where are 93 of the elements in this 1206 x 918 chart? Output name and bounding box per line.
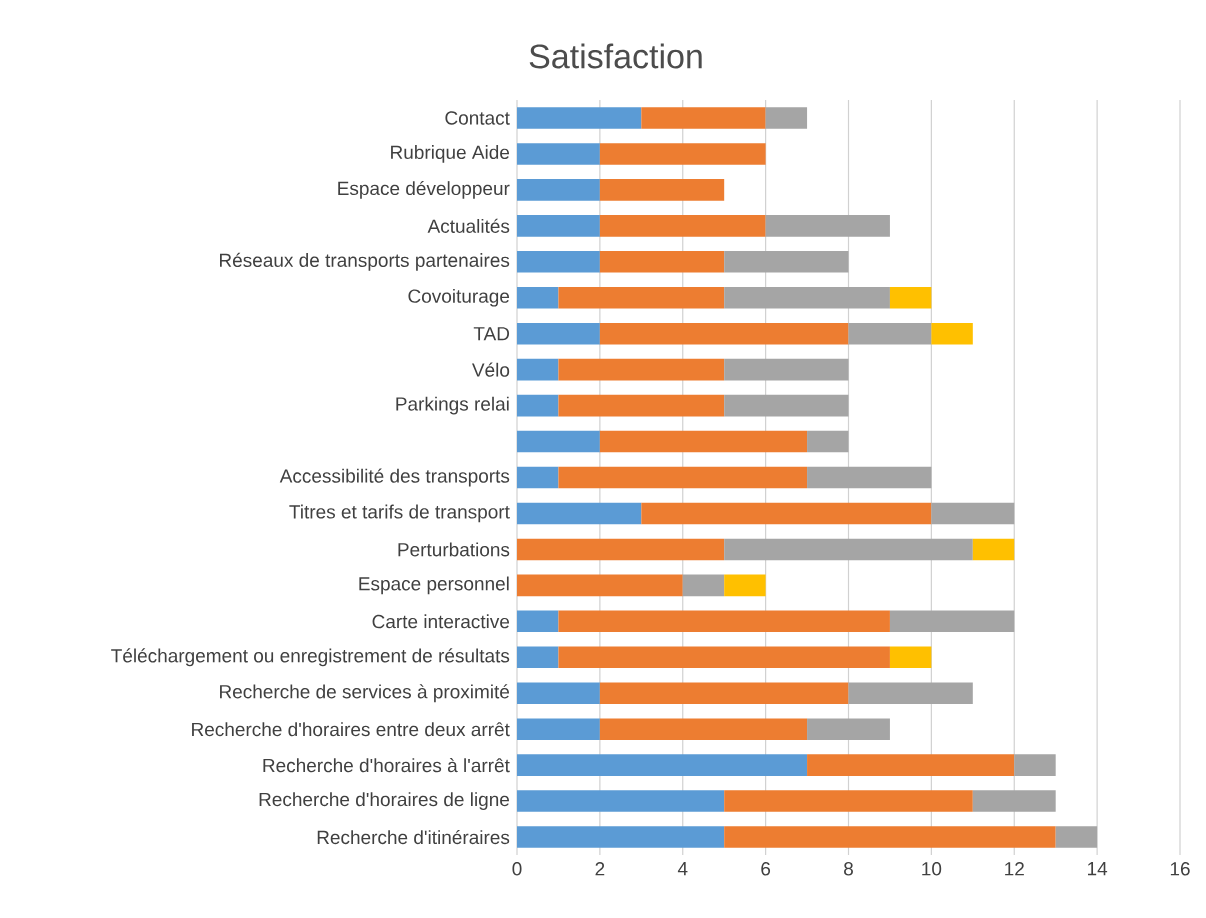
y-tick-label: Recherche d'horaires de ligne bbox=[259, 792, 510, 810]
bar bbox=[558, 466, 808, 489]
x-tick-label: 8 bbox=[844, 862, 853, 876]
bar bbox=[558, 646, 890, 669]
bar bbox=[517, 179, 600, 201]
x-tick-label: 6 bbox=[761, 862, 771, 876]
y-tick-label: Contact bbox=[445, 111, 510, 125]
bar bbox=[517, 215, 600, 237]
bar bbox=[599, 143, 766, 165]
bar bbox=[517, 574, 683, 597]
bar bbox=[724, 286, 890, 309]
bar bbox=[807, 430, 849, 453]
bar bbox=[558, 358, 725, 381]
bar bbox=[517, 646, 559, 669]
bar bbox=[558, 394, 725, 417]
x-tick-label: 16 bbox=[1170, 862, 1190, 876]
bar bbox=[558, 610, 890, 633]
bar bbox=[724, 251, 849, 273]
bar bbox=[848, 682, 973, 705]
x-tick-label: 10 bbox=[922, 862, 942, 876]
bar bbox=[807, 754, 1015, 776]
bar bbox=[724, 394, 849, 417]
bar bbox=[517, 430, 600, 453]
bar bbox=[724, 790, 973, 812]
bar bbox=[724, 538, 973, 561]
bar bbox=[517, 286, 559, 309]
bar bbox=[599, 215, 766, 237]
bar bbox=[889, 286, 932, 309]
bar bbox=[641, 502, 932, 525]
bar bbox=[931, 322, 973, 345]
bar bbox=[599, 179, 725, 201]
y-tick-label: Accessibilité des transports bbox=[279, 468, 510, 487]
bar bbox=[517, 322, 600, 345]
bar bbox=[641, 107, 766, 129]
bar bbox=[517, 610, 559, 633]
bar bbox=[517, 107, 642, 129]
bar bbox=[807, 466, 932, 489]
y-tick-label: Espace développeur bbox=[338, 180, 510, 199]
bar bbox=[765, 107, 808, 129]
bar bbox=[517, 538, 725, 561]
bar bbox=[889, 646, 932, 669]
bar bbox=[517, 143, 600, 165]
y-tick-label: Rubrique Aide bbox=[391, 145, 510, 163]
bar bbox=[765, 215, 890, 237]
x-tick-label: 12 bbox=[1005, 862, 1024, 876]
y-tick-label: Perturbations bbox=[398, 542, 510, 557]
y-tick-label: Actualités bbox=[427, 218, 510, 233]
y-tick-label: Espace personnel bbox=[359, 576, 509, 595]
bar bbox=[517, 394, 559, 417]
x-tick-label: 0 bbox=[512, 862, 522, 876]
y-tick-label: TAD bbox=[473, 327, 510, 341]
bar bbox=[517, 718, 600, 740]
bar bbox=[1014, 754, 1056, 776]
y-tick-label: Vélo bbox=[472, 362, 510, 377]
bar bbox=[889, 610, 1015, 633]
y-tick-label: Recherche de services à proximité bbox=[220, 684, 510, 703]
bar bbox=[517, 502, 642, 525]
bar bbox=[558, 286, 725, 309]
bar bbox=[517, 682, 600, 705]
bar bbox=[599, 430, 808, 453]
bar bbox=[931, 502, 1015, 525]
y-tick-label: Recherche d'horaires entre deux arrêt bbox=[192, 722, 510, 737]
y-tick-label: Parkings relai bbox=[396, 396, 509, 415]
y-tick-label: Recherche d'horaires à l'arrêt bbox=[263, 758, 510, 773]
bar bbox=[972, 538, 1015, 561]
x-tick-label: 2 bbox=[595, 862, 605, 876]
bar bbox=[517, 754, 808, 776]
bar bbox=[807, 718, 890, 740]
bar bbox=[517, 358, 559, 381]
bar bbox=[724, 358, 849, 381]
bar bbox=[517, 826, 725, 848]
bar bbox=[724, 574, 766, 597]
bar bbox=[517, 466, 559, 489]
y-tick-label: Téléchargement ou enregistrement de résultats bbox=[111, 648, 510, 667]
bar bbox=[599, 322, 849, 345]
y-tick-label: Covoiturage bbox=[408, 288, 510, 307]
y-tick-label: Recherche d'itinéraires bbox=[317, 829, 510, 845]
bar bbox=[599, 682, 849, 705]
bar bbox=[682, 574, 725, 597]
chart-title: Satisfaction bbox=[529, 43, 702, 69]
bar bbox=[972, 790, 1056, 812]
bar bbox=[599, 251, 725, 273]
y-tick-label: Titres et tarifs de transport bbox=[289, 504, 510, 523]
bar bbox=[848, 322, 932, 345]
bar bbox=[599, 718, 808, 740]
x-tick-label: 14 bbox=[1088, 862, 1108, 876]
bar bbox=[1055, 826, 1098, 848]
y-tick-label: Carte interactive bbox=[372, 614, 510, 629]
x-tick-label: 4 bbox=[677, 862, 688, 876]
bar bbox=[517, 790, 725, 812]
bar bbox=[724, 826, 1056, 848]
y-tick-label: Réseaux de transports partenaires bbox=[220, 252, 510, 271]
bar bbox=[517, 251, 600, 273]
